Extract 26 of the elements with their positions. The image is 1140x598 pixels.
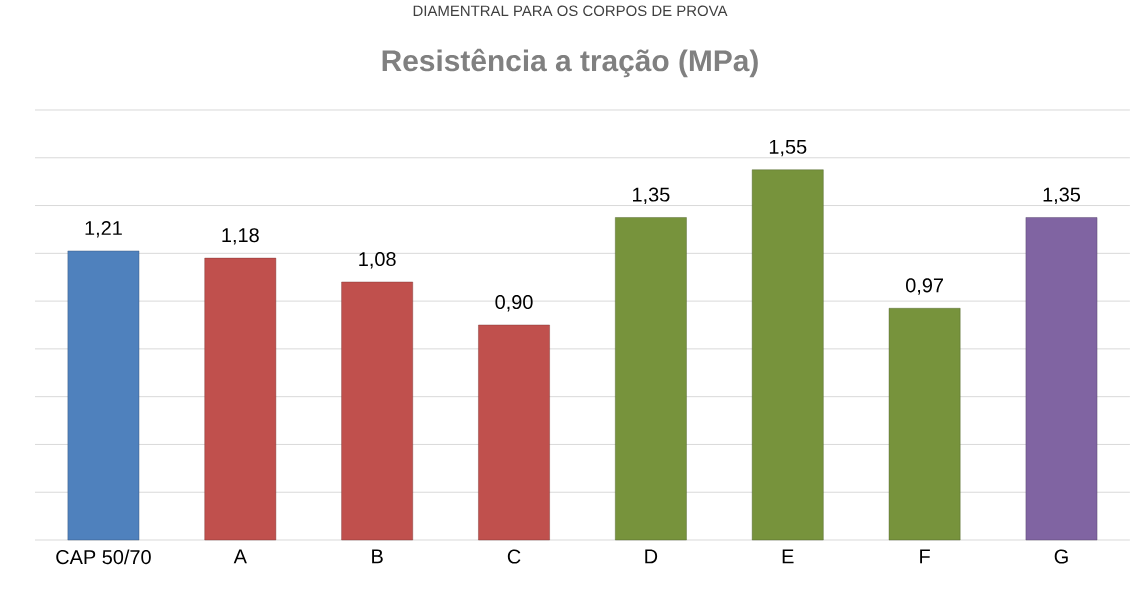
data-label: 1,35 xyxy=(633,187,670,204)
x-tick-label: B xyxy=(372,549,383,564)
x-tick-label: E xyxy=(782,549,794,564)
bar xyxy=(67,250,140,541)
x-tick-label: F xyxy=(920,549,930,564)
bar xyxy=(888,308,961,541)
x-tick-label: G xyxy=(1054,549,1068,564)
chart-title: Resistência a tração (MPa) xyxy=(382,48,758,78)
bar xyxy=(204,257,277,541)
x-tick-label: D xyxy=(645,549,658,564)
bar xyxy=(1025,217,1098,541)
data-label: 0,97 xyxy=(906,278,943,295)
x-tick-label: CAP 50/70 xyxy=(56,549,151,565)
text: DIAMENTRAL PARA OS CORPOS DE PROVA xyxy=(413,5,728,17)
data-label: 1,18 xyxy=(222,228,259,245)
bar xyxy=(751,169,824,541)
bar xyxy=(478,324,550,541)
data-label: 0,90 xyxy=(495,295,533,312)
x-tick-label: C xyxy=(507,549,521,564)
bar xyxy=(615,217,687,541)
data-label: 1,21 xyxy=(85,220,122,238)
bar xyxy=(341,281,413,541)
data-label: 1,55 xyxy=(769,139,807,157)
data-label: 1,08 xyxy=(359,252,396,269)
data-label: 1,35 xyxy=(1043,187,1081,204)
x-tick-label: A xyxy=(233,549,247,564)
